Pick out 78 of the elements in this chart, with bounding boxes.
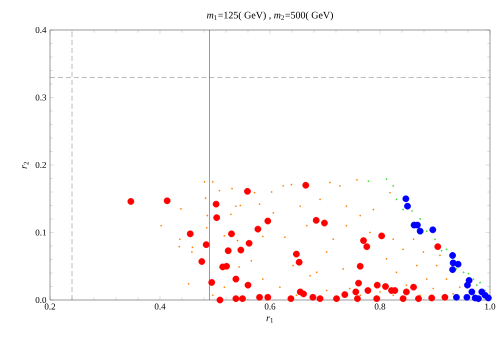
point — [246, 240, 252, 247]
point — [316, 295, 324, 302]
point — [312, 216, 320, 224]
point — [127, 198, 134, 205]
point — [364, 287, 372, 294]
point — [416, 228, 424, 235]
point — [341, 291, 348, 298]
x-tick-label: 1.0 — [485, 304, 496, 310]
point — [355, 280, 362, 287]
x-tick-label: 0.8 — [374, 304, 386, 310]
point — [354, 295, 361, 302]
point — [373, 295, 380, 302]
point — [293, 250, 300, 258]
point — [415, 295, 422, 302]
point — [400, 295, 406, 302]
y-tick-label: 0.4 — [36, 26, 46, 34]
point — [232, 295, 240, 302]
point — [302, 182, 310, 189]
point — [434, 243, 442, 250]
point — [374, 282, 381, 289]
point — [244, 282, 252, 289]
y-axis-title: r$_{2}$ — [22, 162, 28, 169]
point — [449, 252, 456, 259]
point — [382, 283, 389, 290]
point — [403, 288, 410, 296]
point — [223, 262, 230, 270]
point — [356, 262, 364, 270]
point — [300, 290, 307, 298]
point — [213, 214, 220, 222]
point — [224, 247, 232, 254]
y-tick-label: 0.1 — [36, 229, 46, 236]
chart-title: m$_{1}$=125( GeV) , m$_{2}$=500( GeV) — [206, 11, 333, 21]
x-tick-label: 0.2 — [44, 304, 56, 310]
point — [454, 260, 462, 268]
point — [404, 202, 411, 210]
point — [164, 197, 171, 204]
point — [464, 294, 470, 301]
point — [202, 241, 210, 248]
y-tick-label: 0.2 — [36, 162, 46, 168]
point — [464, 282, 471, 289]
point — [310, 294, 316, 301]
point — [449, 266, 456, 274]
x-tick-label: 0.6 — [264, 304, 276, 310]
x-axis-title: r$_{1}$ — [266, 316, 274, 323]
point — [256, 294, 263, 301]
point — [402, 195, 410, 202]
x-tick-label: 0.4 — [154, 304, 166, 310]
point — [208, 279, 216, 286]
point — [453, 294, 460, 301]
point — [186, 230, 194, 238]
point — [212, 200, 220, 208]
point — [239, 295, 246, 302]
y-tick-label: 0.0 — [36, 296, 46, 304]
point — [228, 230, 235, 238]
point — [216, 296, 224, 304]
point — [244, 188, 251, 195]
point — [264, 218, 272, 224]
point — [264, 294, 272, 301]
point — [410, 284, 417, 291]
point — [296, 258, 303, 266]
point — [232, 276, 240, 282]
point — [360, 237, 367, 244]
point — [484, 294, 492, 302]
point — [352, 288, 360, 296]
point — [429, 226, 436, 234]
point — [378, 232, 386, 240]
point — [288, 295, 294, 302]
point — [363, 243, 370, 250]
point — [254, 226, 262, 233]
point — [475, 295, 482, 302]
point — [198, 258, 206, 265]
point — [321, 220, 328, 226]
point — [428, 294, 436, 302]
point — [333, 295, 340, 302]
point — [468, 288, 476, 296]
point — [442, 294, 448, 301]
y-tick-label: 0.3 — [36, 94, 46, 101]
point — [237, 246, 244, 254]
